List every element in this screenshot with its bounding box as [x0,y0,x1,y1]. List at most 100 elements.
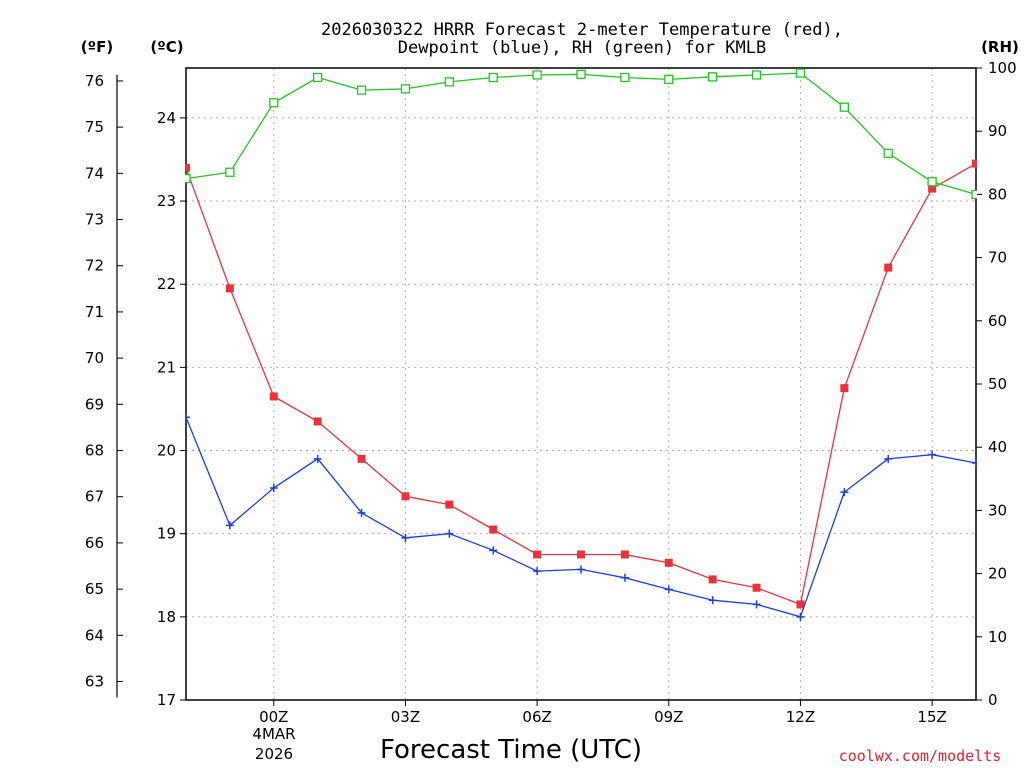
rh-point [576,69,586,79]
x-axis-title: Forecast Time (UTC) [380,735,642,765]
dewpoint-point [972,459,977,467]
rh-tick-label: 50 [988,375,1007,393]
rh-point [400,84,411,94]
fahrenheit-axis-unit: (ºF) [81,38,113,56]
rh-tick-label: 30 [988,501,1007,519]
dewpoint-point [708,596,717,605]
celsius-tick-label: 22 [157,275,176,293]
rh-point [751,70,762,80]
rh-tick-label: 0 [988,691,998,709]
x-tick-label: 03Z [391,708,420,726]
rh-point [356,85,367,95]
plot-frame [185,67,977,701]
dewpoint-point [840,488,849,497]
fahrenheit-tick-label: 68 [85,442,104,460]
rh-tick-label: 80 [988,185,1007,203]
rh-point [532,70,542,80]
temperature-point [972,159,977,168]
dewpoint-point [225,521,234,530]
x-tick-label: 00Z [259,708,288,726]
dewpoint-point [620,573,629,582]
x-tick-label: 12Z [786,708,815,726]
dewpoint-point [445,529,454,538]
rh-point [927,177,937,187]
temperature-point [752,583,761,592]
temperature-point [620,550,629,559]
celsius-tick-label: 18 [157,608,176,626]
celsius-tick-label: 17 [157,691,176,709]
dewpoint-point [313,454,322,463]
rh-point [971,189,977,200]
dewpoint-point [796,612,805,621]
temperature-point [445,500,454,509]
temperature-point [313,417,322,426]
temperature-point [489,525,498,534]
chart-title-line-2: Dewpoint (blue), RH (green) for KMLB [398,38,766,58]
dewpoint-point [752,600,761,609]
x-tick-label: 09Z [654,708,683,726]
rh-point [664,74,674,85]
temperature-point [269,392,278,401]
fahrenheit-tick-label: 66 [85,534,104,552]
fahrenheit-tick-label: 70 [85,349,104,367]
rh-tick-label: 10 [988,628,1007,646]
temperature-point [884,263,893,272]
celsius-tick-label: 21 [157,358,176,376]
rh-point [839,102,849,112]
fahrenheit-tick-label: 64 [85,626,104,644]
dewpoint-point [401,533,410,542]
rh-tick-label: 40 [988,438,1007,456]
axes: 00Z 03Z 06Z 09Z 12Z 15Z 17 18 19 20 21 22 23 24 63 64 65… [85,59,1017,726]
rh-point [620,72,630,83]
rh-point [883,148,893,158]
series-line-dewpoint [185,417,977,618]
temperature-point [357,454,366,463]
celsius-tick-label: 19 [157,525,176,543]
rh-tick-label: 100 [988,59,1017,77]
rh-tick-label: 60 [988,312,1007,330]
temperature-point [577,550,585,559]
fahrenheit-tick-label: 76 [85,72,104,90]
x-tick-label: 06Z [522,708,551,726]
rh-point [269,98,279,108]
dewpoint-point [928,450,937,459]
temperature-point [185,163,190,172]
rh-point [488,72,498,83]
dewpoint-point [357,508,366,517]
dewpoint-point [489,546,498,555]
rh-point [313,72,323,83]
series-line-2-meter-temperature [185,163,977,606]
gridlines [186,68,976,700]
rh-point [708,72,718,82]
fahrenheit-tick-label: 71 [85,303,104,321]
temperature-point [796,600,805,609]
rh-tick-label: 20 [988,565,1007,583]
fahrenheit-tick-label: 67 [85,488,104,506]
temperature-point [928,184,937,193]
rh-tick-label: 70 [988,249,1007,267]
dewpoint-point [577,565,585,574]
dewpoint-point [185,413,190,422]
dewpoint-point [884,454,893,463]
fahrenheit-tick-label: 72 [85,257,104,275]
date-year-label: 2026 [255,745,293,763]
celsius-tick-label: 24 [157,109,176,127]
celsius-tick-label: 20 [157,442,176,460]
series-group [185,68,977,621]
celsius-tick-label: 23 [157,192,176,210]
rh-point [444,77,454,87]
temperature-point [533,550,542,559]
date-day-label: 4MAR [252,725,295,743]
fahrenheit-tick-label: 73 [85,211,104,229]
fahrenheit-tick-label: 69 [85,395,104,413]
temperature-point [664,558,673,567]
rh-tick-label: 90 [988,122,1007,140]
rh-point [185,173,191,184]
credit-text: coolwx.com/modelts [839,747,1002,765]
fahrenheit-tick-label: 63 [85,673,104,691]
temperature-point [401,492,410,501]
rh-point [225,167,235,177]
fahrenheit-tick-label: 75 [85,118,104,136]
fahrenheit-tick-label: 65 [85,580,104,598]
